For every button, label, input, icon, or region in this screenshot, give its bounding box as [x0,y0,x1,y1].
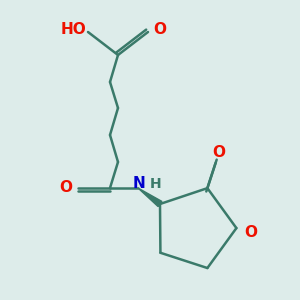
Text: N: N [133,176,146,191]
Text: HO: HO [60,22,86,37]
Text: O: O [213,145,226,160]
Text: O: O [244,225,257,240]
Polygon shape [138,188,162,207]
Text: O: O [153,22,166,37]
Text: O: O [59,181,72,196]
Text: H: H [150,177,162,191]
